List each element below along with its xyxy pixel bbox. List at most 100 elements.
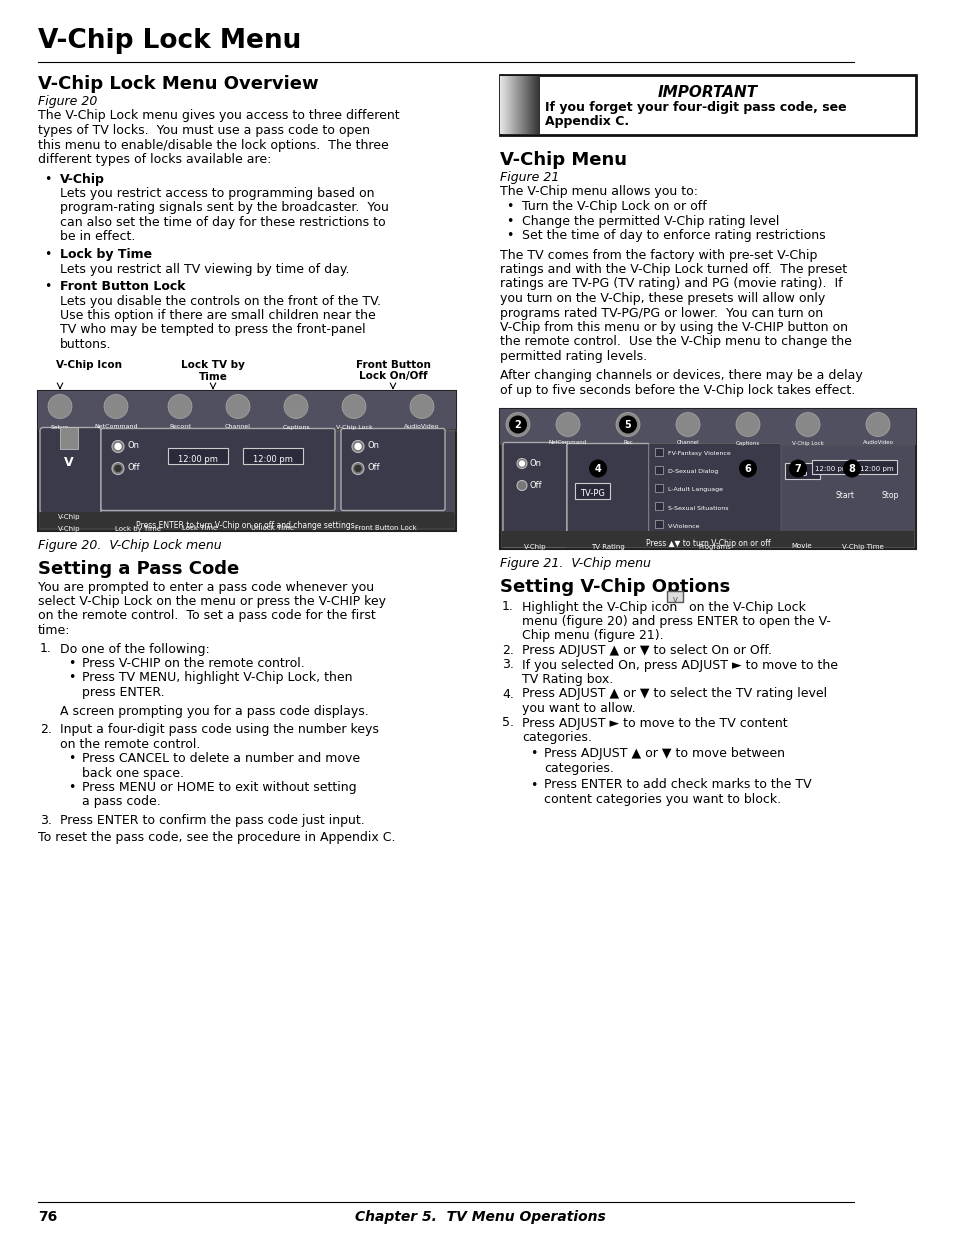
Text: V-Chip Menu: V-Chip Menu [499, 151, 626, 169]
Text: Figure 21.  V-Chip menu: Figure 21. V-Chip menu [499, 557, 650, 569]
Bar [38, 390, 456, 429]
Circle shape [284, 394, 308, 419]
Bar [529, 77, 530, 135]
Text: 5.: 5. [501, 716, 514, 730]
Text: Press TV MENU, highlight V-Chip Lock, then: Press TV MENU, highlight V-Chip Lock, th… [82, 672, 352, 684]
Bar [655, 501, 662, 510]
Bar [525, 77, 526, 135]
Text: Do one of the following:: Do one of the following: [60, 642, 210, 656]
Text: on the V-Chip Lock: on the V-Chip Lock [684, 600, 805, 614]
Text: Lock by Time: Lock by Time [60, 248, 152, 261]
Text: •: • [68, 752, 75, 764]
Bar [784, 462, 820, 478]
Text: buttons.: buttons. [60, 338, 112, 351]
Text: different types of locks available are:: different types of locks available are: [38, 153, 271, 165]
Circle shape [509, 415, 526, 433]
Text: TV-PG: TV-PG [579, 489, 604, 499]
Circle shape [505, 412, 530, 436]
Text: 12:00 pm: 12:00 pm [860, 466, 893, 472]
Text: Figure 20.  V-Chip Lock menu: Figure 20. V-Chip Lock menu [38, 538, 221, 552]
Text: ratings and with the V-Chip Lock turned off.  The preset: ratings and with the V-Chip Lock turned … [499, 263, 846, 275]
Circle shape [618, 415, 637, 433]
Text: Front Button Lock: Front Button Lock [60, 280, 185, 293]
Bar [536, 77, 537, 135]
Text: categories.: categories. [543, 762, 613, 776]
Bar [509, 77, 510, 135]
Bar [507, 77, 509, 135]
Bar [515, 77, 516, 135]
Text: V-Chip Lock: V-Chip Lock [335, 425, 372, 430]
Bar [534, 77, 535, 135]
Text: •: • [530, 747, 537, 761]
Text: Front Button: Front Button [355, 359, 430, 369]
Text: Lets you restrict access to programming based on: Lets you restrict access to programming … [60, 186, 375, 200]
Text: 12:00 pm: 12:00 pm [814, 466, 848, 472]
Bar [518, 77, 519, 135]
FancyBboxPatch shape [566, 443, 648, 546]
Bar [517, 77, 518, 135]
Text: V-Chip Lock: V-Chip Lock [791, 441, 823, 446]
Text: Press ENTER to add check marks to the TV: Press ENTER to add check marks to the TV [543, 778, 811, 792]
Text: V-Chip Time: V-Chip Time [841, 543, 882, 550]
Text: •: • [44, 280, 51, 293]
Text: V-Chip: V-Chip [60, 173, 105, 185]
Text: •: • [44, 173, 51, 185]
Text: can also set the time of day for these restrictions to: can also set the time of day for these r… [60, 216, 385, 228]
Text: Figure 21: Figure 21 [499, 170, 558, 184]
Bar [505, 77, 506, 135]
Bar [512, 77, 513, 135]
Bar [499, 77, 500, 135]
Text: you want to allow.: you want to allow. [521, 701, 635, 715]
Bar [535, 77, 536, 135]
Text: Record: Record [169, 425, 191, 430]
Text: To reset the pass code, see the procedure in Appendix C.: To reset the pass code, see the procedur… [38, 830, 395, 844]
Text: Setup: Setup [51, 425, 69, 430]
Text: Press CANCEL to delete a number and move: Press CANCEL to delete a number and move [82, 752, 359, 764]
Text: of up to five seconds before the V-Chip lock takes effect.: of up to five seconds before the V-Chip … [499, 384, 854, 396]
Text: Input a four-digit pass code using the number keys: Input a four-digit pass code using the n… [60, 722, 378, 736]
Text: 2.: 2. [40, 722, 51, 736]
Text: PG: PG [796, 469, 807, 478]
Text: Figure 20: Figure 20 [38, 95, 97, 107]
Text: 3.: 3. [40, 814, 51, 827]
Text: V-Chip: V-Chip [58, 526, 80, 531]
Bar [499, 409, 915, 445]
Circle shape [115, 466, 121, 472]
Text: Programs
Not rated: Programs Not rated [698, 543, 731, 557]
Text: •: • [505, 200, 513, 212]
Circle shape [616, 412, 639, 436]
Bar [243, 447, 303, 463]
Bar [655, 483, 662, 492]
Text: AudioVideo: AudioVideo [862, 441, 893, 446]
Text: NetCommand: NetCommand [94, 425, 137, 430]
Text: Press MENU or HOME to exit without setting: Press MENU or HOME to exit without setti… [82, 781, 356, 794]
Text: The V-Chip menu allows you to:: The V-Chip menu allows you to: [499, 185, 698, 199]
Bar [513, 77, 514, 135]
Bar [533, 77, 534, 135]
Circle shape [341, 394, 366, 419]
Text: S-Sexual Situations: S-Sexual Situations [667, 505, 728, 510]
Text: V-Chip Icon: V-Chip Icon [56, 359, 122, 369]
Bar [501, 445, 913, 547]
Circle shape [556, 412, 579, 436]
Bar [499, 409, 915, 548]
Bar [514, 77, 515, 135]
Bar [522, 77, 523, 135]
Text: 7: 7 [794, 463, 801, 473]
Circle shape [352, 462, 364, 474]
Text: On: On [368, 441, 379, 451]
Text: Chip menu (figure 21).: Chip menu (figure 21). [521, 630, 663, 642]
Text: TV Rating box.: TV Rating box. [521, 673, 613, 685]
Text: V-Chip: V-Chip [523, 543, 546, 550]
Bar [504, 77, 505, 135]
Text: The TV comes from the factory with pre-set V-Chip: The TV comes from the factory with pre-s… [499, 248, 817, 262]
Circle shape [865, 412, 889, 436]
Text: 4: 4 [594, 463, 600, 473]
Bar [856, 459, 896, 473]
Bar [531, 77, 532, 135]
Bar [532, 77, 533, 135]
Circle shape [739, 459, 757, 478]
Text: 6: 6 [744, 463, 751, 473]
Text: on the remote control.  To set a pass code for the first: on the remote control. To set a pass cod… [38, 610, 375, 622]
Text: 2.: 2. [501, 643, 514, 657]
